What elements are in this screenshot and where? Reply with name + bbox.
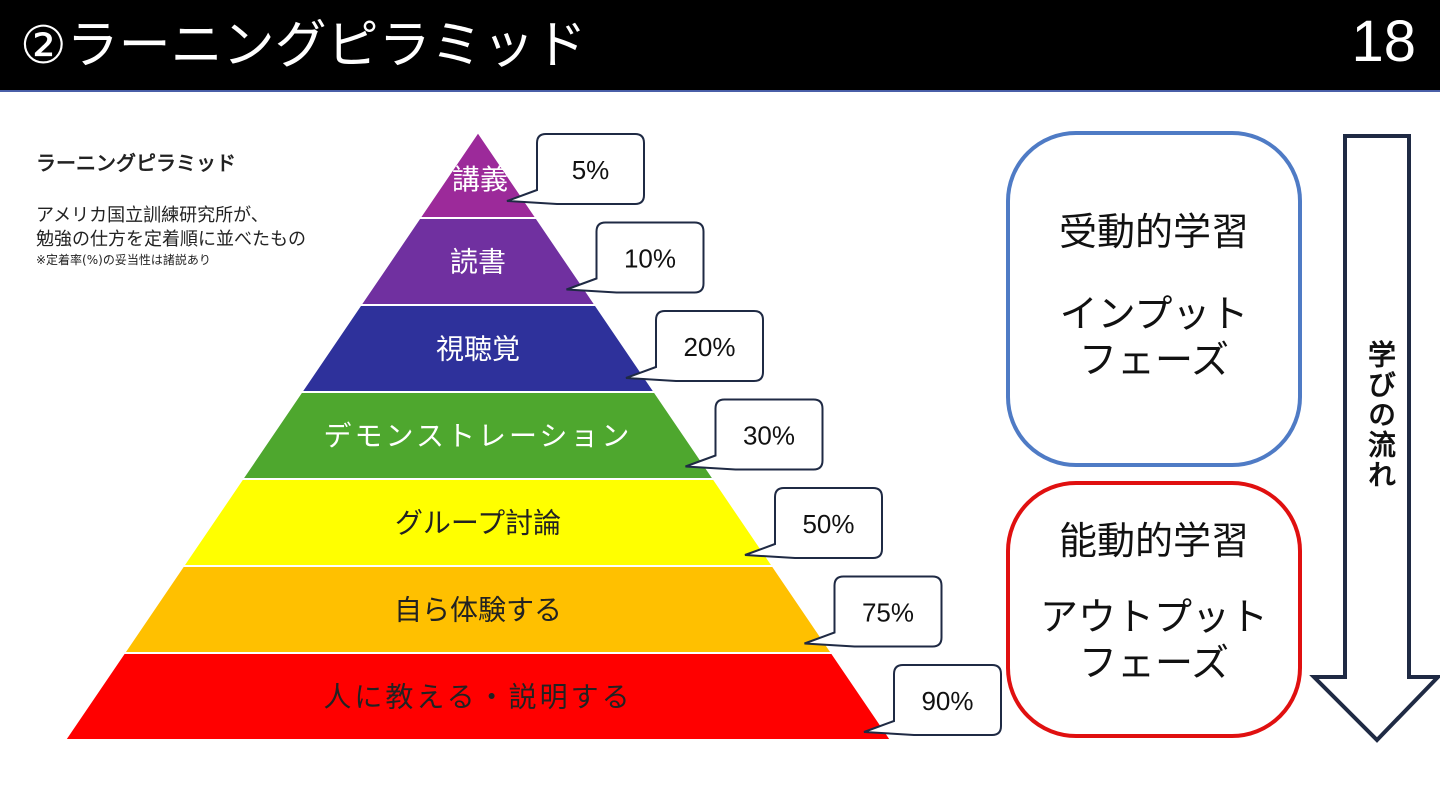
retention-rate-label: 5% <box>572 155 610 185</box>
retention-callout <box>804 575 943 648</box>
pyramid-layer-label: 視聴覚 <box>436 333 520 366</box>
active-learning-box: 能動的学習 アウトプット フェーズ <box>1006 481 1302 738</box>
info-description-line2: 勉強の仕方を定着順に並べたもの <box>36 229 306 250</box>
pyramid-layer-label: デモンストレーション <box>324 420 633 453</box>
pyramid-layer-label: 自ら体験する <box>394 594 562 627</box>
flow-label: 学びの流れ <box>1364 340 1397 490</box>
passive-learning-box: 受動的学習 インプット フェーズ <box>1006 131 1302 467</box>
input-phase-line2: フェーズ <box>1078 338 1230 382</box>
retention-callout <box>506 133 645 205</box>
info-title: ラーニングピラミッド <box>36 151 236 175</box>
info-note: ※定着率(%)の妥当性は諸説あり <box>36 253 211 267</box>
info-panel: ラーニングピラミッド アメリカ国立訓練研究所が、 勉強の仕方を定着順に並べたもの… <box>36 150 396 268</box>
retention-rate-label: 10% <box>624 244 676 274</box>
pyramid-layer-label: 読書 <box>450 246 506 279</box>
slide-title: ②ラーニングピラミッド <box>20 16 587 76</box>
info-description-line1: アメリカ国立訓練研究所が、 <box>36 205 269 226</box>
retention-callout <box>625 310 764 382</box>
pyramid-layer-label: 人に教える・説明する <box>323 681 632 714</box>
input-phase-line1: インプット <box>1059 292 1249 336</box>
output-phase-line1: アウトプット <box>1039 595 1268 639</box>
retention-callout <box>744 487 883 559</box>
flow-arrow <box>1309 134 1440 743</box>
header-bar: ②ラーニングピラミッド 18 <box>0 0 1440 92</box>
pyramid-layer <box>63 652 893 741</box>
page-number: 18 <box>1351 9 1416 74</box>
retention-rate-label: 90% <box>921 686 973 716</box>
pyramid-layer-label: 講義 <box>452 163 508 196</box>
retention-rate-label: 30% <box>743 421 795 451</box>
pyramid-layer-label: グループ討論 <box>395 507 561 540</box>
retention-rate-label: 75% <box>862 598 914 628</box>
retention-callout <box>863 664 1002 736</box>
active-learning-title: 能動的学習 <box>1058 519 1249 563</box>
retention-rate-label: 20% <box>683 332 735 362</box>
retention-rate-label: 50% <box>802 509 854 539</box>
passive-learning-title: 受動的学習 <box>1058 210 1249 254</box>
retention-callout <box>685 398 824 471</box>
retention-callout <box>566 221 705 294</box>
output-phase-line2: フェーズ <box>1078 641 1230 685</box>
